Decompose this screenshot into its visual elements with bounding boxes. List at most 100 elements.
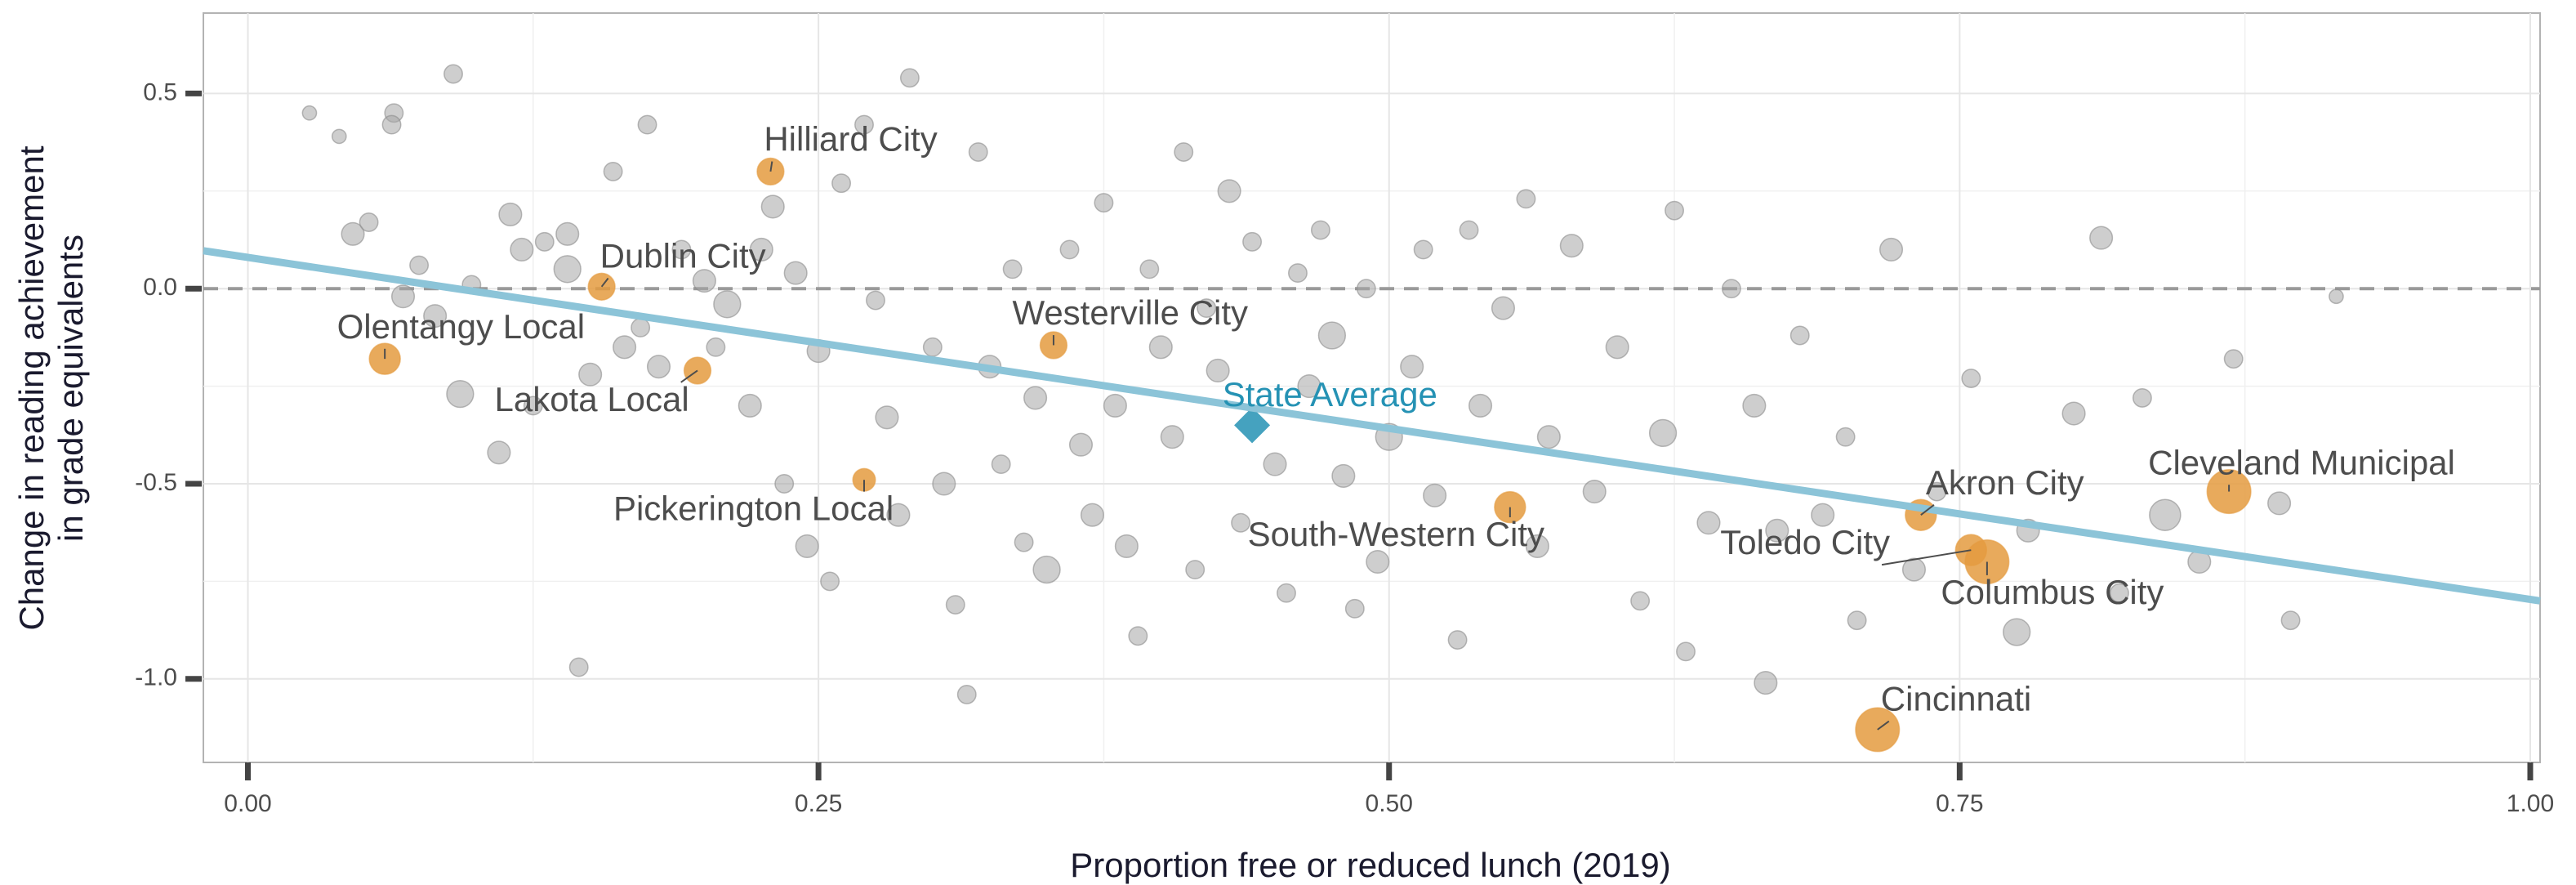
district-point [774, 474, 795, 494]
district-point [875, 405, 899, 430]
point-label: Olentangy Local [337, 307, 586, 346]
district-point [613, 335, 637, 360]
leader-line [1877, 720, 1890, 731]
district-point [1206, 358, 1230, 383]
leader-line [1881, 549, 1972, 566]
district-point [1811, 503, 1835, 527]
district-point [1648, 418, 1678, 448]
district-point [1148, 335, 1173, 360]
district-point [932, 472, 956, 496]
district-point [968, 142, 988, 162]
district-point [1185, 560, 1206, 580]
point-label: Dublin City [600, 237, 766, 275]
district-point [1068, 432, 1094, 457]
district-point [409, 255, 430, 275]
district-point [866, 290, 885, 311]
district-point [2223, 349, 2244, 369]
district-point [713, 290, 742, 319]
district-point [637, 114, 657, 135]
point-label: Akron City [1926, 463, 2084, 502]
leader-line [769, 161, 773, 172]
district-point [738, 393, 762, 418]
district-point [553, 255, 582, 284]
district-point [1094, 193, 1114, 213]
y-axis-title: Change in reading achievement [12, 145, 51, 630]
district-point [1059, 239, 1080, 260]
x-tick-label: 0.25 [795, 790, 842, 817]
point-label: Cleveland Municipal [2148, 443, 2455, 481]
district-point [498, 202, 523, 226]
district-point [1317, 321, 1347, 350]
trend-line [203, 247, 2541, 605]
district-point [487, 440, 511, 465]
district-point [1847, 610, 1867, 631]
district-point [1459, 220, 1479, 240]
point-label: Westerville City [1012, 293, 1248, 332]
district-point [1413, 239, 1433, 260]
district-point [443, 64, 463, 84]
district-point [1879, 237, 1904, 261]
leader-line [600, 277, 609, 288]
district-point [1344, 598, 1365, 619]
district-point [1217, 179, 1241, 203]
district-point [1559, 234, 1584, 258]
district-point [423, 304, 448, 329]
district-point [2089, 226, 2114, 250]
point-label: Hilliard City [764, 120, 937, 159]
district-point [854, 114, 874, 135]
district-point [1366, 549, 1390, 574]
district-point [1516, 189, 1536, 209]
point-label: Columbus City [1941, 573, 2164, 611]
point-label: Toledo City [1720, 523, 1890, 561]
district-point [568, 657, 589, 677]
district-point [1310, 220, 1330, 240]
district-point [671, 239, 692, 260]
district-point [2329, 288, 2344, 305]
district-point [1721, 279, 1741, 299]
district-point [1676, 641, 1696, 662]
point-label: Cincinnati [1881, 680, 2031, 718]
district-point [1103, 393, 1127, 418]
district-point [510, 237, 534, 261]
district-point [2280, 610, 2301, 631]
district-point [1765, 518, 1789, 543]
district-point [1288, 263, 1308, 284]
y-tick-label: 0.0 [143, 274, 177, 301]
district-point [603, 161, 623, 181]
point-label: South-Western City [1248, 515, 1544, 553]
district-point [1423, 483, 1447, 507]
point-label: Lakota Local [495, 380, 689, 418]
district-point [1231, 512, 1251, 533]
x-tick-label: 1.00 [2507, 790, 2554, 817]
district-point [795, 534, 819, 558]
district-point [991, 454, 1011, 475]
y-tick-label: -0.5 [135, 469, 177, 496]
district-point [1160, 425, 1184, 449]
district-point [1032, 555, 1061, 584]
district-point [1696, 511, 1721, 535]
district-point [831, 173, 852, 194]
district-point [555, 221, 580, 246]
point-label: State Average [1223, 375, 1437, 413]
district-point [1754, 671, 1778, 695]
district-point [341, 221, 365, 246]
y-tick-label: -1.0 [135, 664, 177, 691]
district-point [1536, 425, 1561, 449]
district-point [1277, 583, 1296, 603]
district-point [922, 337, 943, 357]
x-tick-label: 0.00 [224, 790, 271, 817]
district-point [886, 503, 911, 527]
district-point [899, 68, 920, 88]
x-tick-label: 0.75 [1936, 790, 1983, 817]
district-point [692, 269, 716, 293]
district-point [534, 231, 555, 252]
leader-line [1920, 504, 1935, 516]
district-point [1961, 369, 1981, 388]
district-point [1789, 325, 1810, 346]
district-point [381, 114, 402, 135]
district-point [1242, 231, 1263, 252]
district-point [1630, 591, 1651, 611]
district-point [2132, 387, 2152, 408]
district-point [1491, 296, 1516, 320]
